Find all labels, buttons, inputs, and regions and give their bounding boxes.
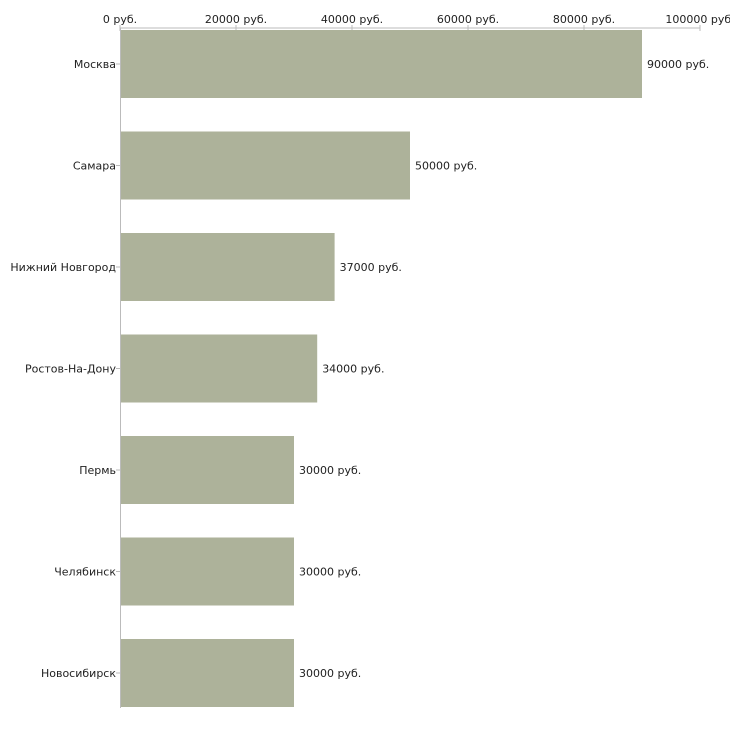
data-label: 30000 руб. [299,566,361,579]
x-tick-label: 40000 руб. [321,13,383,26]
bar [121,436,294,504]
category-label: Новосибирск [41,667,116,680]
bar [121,233,335,301]
bar [121,537,294,606]
bar [121,131,410,200]
data-label: 30000 руб. [299,667,361,680]
x-tick-label: 20000 руб. [205,13,267,26]
x-tick-label: 0 руб. [103,13,137,26]
data-label: 90000 руб. [647,58,709,71]
x-tick-label: 80000 руб. [553,13,615,26]
bar [121,30,642,98]
data-label: 34000 руб. [322,363,384,376]
data-label: 50000 руб. [415,160,477,173]
data-label: 37000 руб. [340,261,402,274]
x-tick-label: 100000 руб. [665,13,730,26]
category-label: Пермь [79,464,116,477]
bar [121,639,294,707]
category-label: Ростов-На-Дону [25,363,116,376]
value-labels: 90000 руб. 50000 руб. 37000 руб. 34000 руб.… [299,58,709,680]
bars [121,30,642,707]
data-label: 30000 руб. [299,464,361,477]
category-label: Нижний Новгород [10,261,116,274]
category-label: Самара [73,160,116,173]
category-label: Москва [74,58,116,71]
x-tick-label: 60000 руб. [437,13,499,26]
x-axis: 0 руб. 20000 руб. 40000 руб. 60000 руб. 8000… [103,13,730,708]
y-axis: Москва Самара Нижний Новгород Ростов-На-Дон… [10,58,120,680]
bar [121,334,318,403]
category-label: Челябинск [54,566,116,579]
